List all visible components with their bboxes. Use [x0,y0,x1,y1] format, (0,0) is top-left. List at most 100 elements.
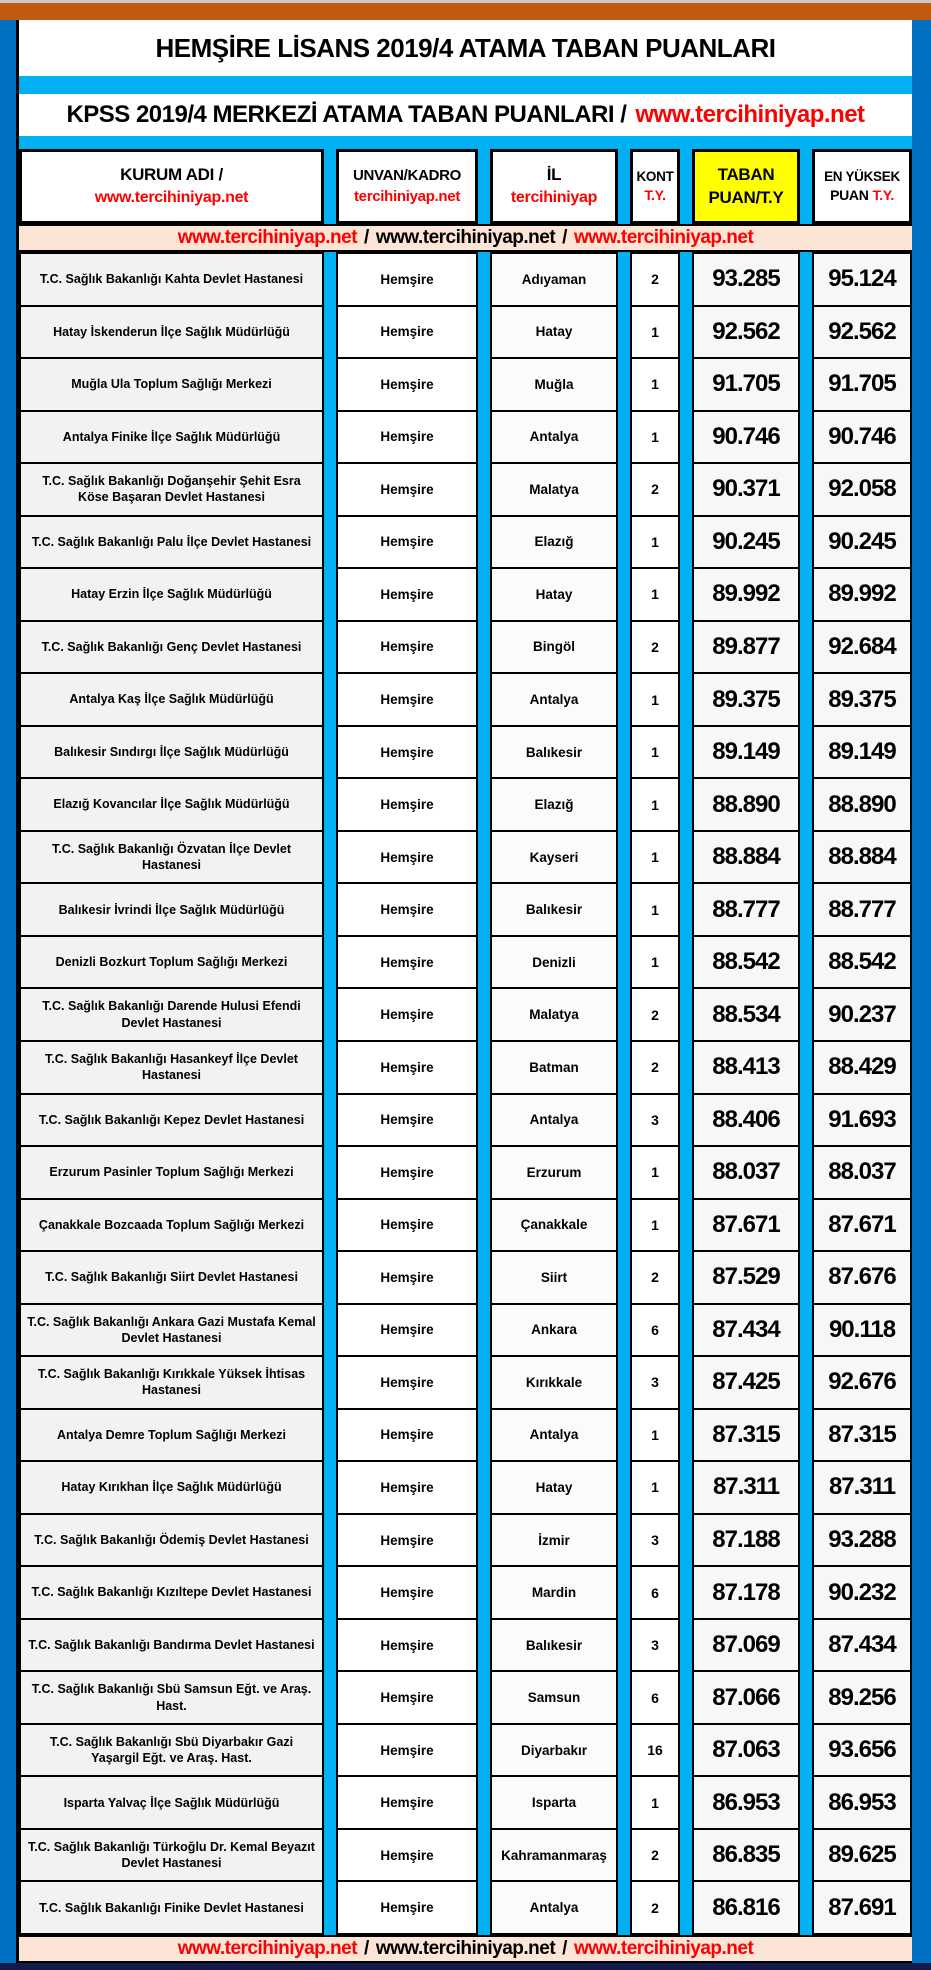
cell-highest-score: 90.746 [812,409,912,465]
cell-institution: T.C. Sağlık Bakanlığı Ödemiş Devlet Hast… [19,1512,324,1568]
cell-base-score: 91.705 [692,357,800,412]
cell-base-score: 88.542 [692,934,800,990]
cell-base-score: 87.315 [692,1407,800,1463]
page-title: HEMŞİRE LİSANS 2019/4 ATAMA TABAN PUANLA… [155,32,776,63]
table-row: T.C. Sağlık Bakanlığı Özvatan İlçe Devle… [19,829,912,885]
watermark-row-bottom: www.tercihiniyap.net / www.tercihiniyap.… [19,1935,912,1963]
cell-quota: 6 [630,1670,680,1725]
header-il: İL tercihiniyap [490,149,618,224]
cell-institution: Elazığ Kovancılar İlçe Sağlık Müdürlüğü [19,777,324,832]
cell-title: Hemşire [336,1039,478,1095]
cyan-stripe-top [19,76,912,94]
cell-city: Erzurum [490,1145,618,1200]
cell-institution: T.C. Sağlık Bakanlığı Kahta Devlet Hasta… [19,252,324,307]
cell-highest-score: 91.705 [812,357,912,412]
cell-institution: Muğla Ula Toplum Sağlığı Merkezi [19,357,324,412]
cell-city: Bingöl [490,619,618,675]
cell-base-score: 87.671 [692,1197,800,1253]
cell-highest-score: 92.676 [812,1355,912,1410]
table-row: Antalya Kaş İlçe Sağlık Müdürlüğü Hemşir… [19,672,912,727]
cell-city: Muğla [490,357,618,412]
cell-quota: 1 [630,934,680,990]
cell-base-score: 89.149 [692,724,800,780]
cell-quota: 1 [630,304,680,360]
watermark-row-top: www.tercihiniyap.net / www.tercihiniyap.… [19,224,912,252]
header-taban-label2: PUAN/T.Y [708,187,784,207]
cell-city: Elazığ [490,514,618,570]
cell-base-score: 88.534 [692,987,800,1042]
cell-quota: 1 [630,1407,680,1463]
header-kont-label: KONT [636,168,674,184]
cell-title: Hemşire [336,1512,478,1568]
cell-institution: T.C. Sağlık Bakanlığı Finike Devlet Hast… [19,1880,324,1935]
score-table: KURUM ADI / www.tercihiniyap.net UNVAN/K… [19,149,912,1963]
watermark-link-1: www.tercihiniyap.net [177,227,358,248]
cell-institution: Isparta Yalvaç İlçe Sağlık Müdürlüğü [19,1775,324,1830]
cell-institution: T.C. Sağlık Bakanlığı Kepez Devlet Hasta… [19,1092,324,1148]
cell-title: Hemşire [336,1460,478,1515]
cell-quota: 1 [630,1197,680,1253]
cell-city: Antalya [490,1407,618,1463]
cell-base-score: 90.245 [692,514,800,570]
cell-city: Adıyaman [490,252,618,307]
watermark-link-2: www.tercihiniyap.net [375,1938,556,1959]
cell-title: Hemşire [336,882,478,937]
table-row: T.C. Sağlık Bakanlığı Doğanşehir Şehit E… [19,462,912,517]
cell-highest-score: 95.124 [812,252,912,307]
cell-highest-score: 91.693 [812,1092,912,1148]
cell-base-score: 86.953 [692,1775,800,1830]
cell-title: Hemşire [336,1197,478,1253]
cell-highest-score: 89.256 [812,1670,912,1725]
cell-city: Malatya [490,987,618,1042]
cell-quota: 1 [630,567,680,622]
table-row: Antalya Finike İlçe Sağlık Müdürlüğü Hem… [19,409,912,465]
header-kurum-link: www.tercihiniyap.net [94,189,249,207]
cell-quota: 1 [630,777,680,832]
cell-highest-score: 92.562 [812,304,912,360]
cell-title: Hemşire [336,672,478,727]
subtitle-text: KPSS 2019/4 MERKEZİ ATAMA TABAN PUANLARI… [66,101,627,128]
cell-title: Hemşire [336,1092,478,1148]
cell-highest-score: 88.884 [812,829,912,885]
cell-city: Ankara [490,1302,618,1358]
table-row: T.C. Sağlık Bakanlığı Kırıkkale Yüksek İ… [19,1355,912,1410]
cell-highest-score: 89.992 [812,567,912,622]
header-unvan-link: tercihiniyap.net [353,187,461,205]
cell-title: Hemşire [336,1775,478,1830]
cell-institution: Hatay Kırıkhan İlçe Sağlık Müdürlüğü [19,1460,324,1515]
cell-city: Samsun [490,1670,618,1725]
cell-highest-score: 87.671 [812,1197,912,1253]
cell-city: Kırıkkale [490,1355,618,1410]
cell-institution: T.C. Sağlık Bakanlığı Kızıltepe Devlet H… [19,1565,324,1620]
right-blue-bar [912,20,931,1963]
cell-quota: 1 [630,1145,680,1200]
cell-quota: 2 [630,1039,680,1095]
watermark-sep-2: / [562,227,567,248]
cell-quota: 2 [630,987,680,1042]
table-header-row: KURUM ADI / www.tercihiniyap.net UNVAN/K… [19,149,912,224]
cell-institution: T.C. Sağlık Bakanlığı Hasankeyf İlçe Dev… [19,1039,324,1095]
cell-title: Hemşire [336,934,478,990]
cell-institution: Antalya Kaş İlçe Sağlık Müdürlüğü [19,672,324,727]
cell-title: Hemşire [336,1407,478,1463]
table-row: T.C. Sağlık Bakanlığı Kahta Devlet Hasta… [19,252,912,307]
cell-title: Hemşire [336,829,478,885]
watermark-link-1: www.tercihiniyap.net [177,1938,358,1959]
cell-institution: T.C. Sağlık Bakanlığı Genç Devlet Hastan… [19,619,324,675]
watermark-link-2: www.tercihiniyap.net [375,227,556,248]
cell-title: Hemşire [336,1565,478,1620]
cell-highest-score: 93.288 [812,1512,912,1568]
cell-institution: Balıkesir Sındırgı İlçe Sağlık Müdürlüğü [19,724,324,780]
header-yuksek-ty: T.Y. [872,187,895,204]
cell-institution: T.C. Sağlık Bakanlığı Bandırma Devlet Ha… [19,1617,324,1673]
cell-highest-score: 88.037 [812,1145,912,1200]
cell-base-score: 86.816 [692,1880,800,1935]
cell-title: Hemşire [336,724,478,780]
page-body: HEMŞİRE LİSANS 2019/4 ATAMA TABAN PUANLA… [0,20,931,1963]
cell-base-score: 88.884 [692,829,800,885]
cell-base-score: 92.562 [692,304,800,360]
cell-highest-score: 90.237 [812,987,912,1042]
cell-highest-score: 87.315 [812,1407,912,1463]
cell-institution: T.C. Sağlık Bakanlığı Darende Hulusi Efe… [19,987,324,1042]
